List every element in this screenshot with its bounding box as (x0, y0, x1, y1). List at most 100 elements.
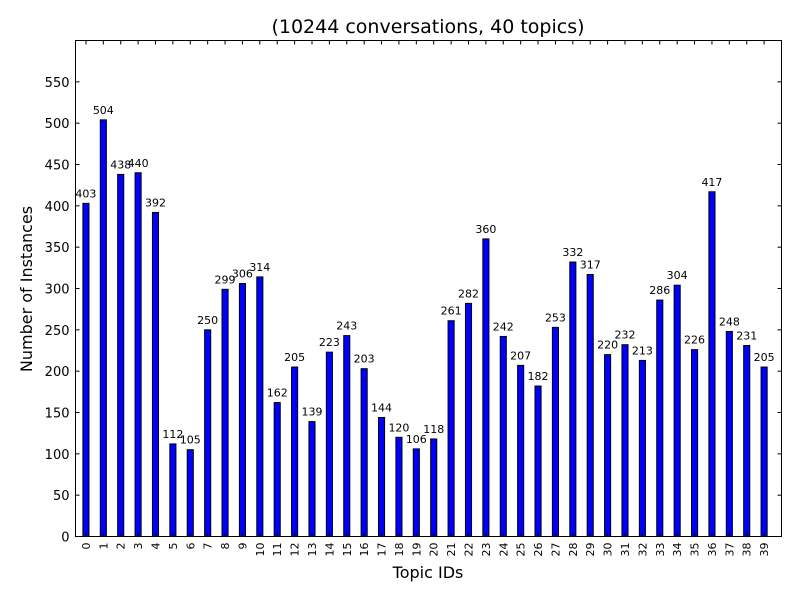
bar-8 (221, 288, 229, 537)
data-label-39: 205 (754, 351, 775, 364)
x-tick-label-5: 5 (167, 543, 180, 550)
bar-38 (743, 345, 751, 538)
x-axis-label: Topic IDs (392, 563, 464, 582)
x-tick-label-34: 34 (671, 543, 684, 557)
x-tick-label-35: 35 (689, 543, 702, 557)
data-label-31: 232 (614, 329, 635, 342)
bar-20 (430, 438, 438, 538)
bar-22 (464, 302, 473, 537)
bar-12 (291, 366, 299, 537)
data-label-34: 304 (667, 269, 688, 282)
bar-7 (204, 329, 212, 538)
x-tick-label-38: 38 (741, 543, 754, 557)
bar-1 (99, 119, 107, 538)
plot-frame (75, 40, 782, 537)
bar-37 (725, 330, 733, 537)
bar-33 (656, 299, 664, 537)
data-label-35: 226 (684, 334, 705, 347)
bar-2 (117, 173, 125, 537)
bar-27 (551, 326, 559, 537)
bar-39 (760, 366, 768, 537)
x-tick-label-3: 3 (132, 543, 145, 550)
data-label-0: 403 (75, 187, 96, 200)
x-tick-label-17: 17 (376, 543, 389, 557)
data-label-19: 106 (406, 433, 427, 446)
bar-4 (151, 211, 160, 538)
bar-9 (238, 283, 246, 538)
x-tick-label-13: 13 (306, 543, 319, 557)
y-tick-label-450: 450 (45, 159, 70, 174)
x-tick-label-24: 24 (497, 543, 510, 557)
bar-17 (378, 416, 386, 537)
x-tick-label-30: 30 (602, 543, 615, 557)
bar-10 (256, 276, 264, 537)
x-tick-label-28: 28 (567, 543, 580, 557)
y-tick-label-500: 500 (45, 117, 70, 132)
x-tick-label-29: 29 (584, 543, 597, 557)
data-label-10: 314 (249, 261, 270, 274)
bar-0 (82, 202, 90, 537)
bar-16 (360, 368, 368, 538)
x-tick-label-14: 14 (323, 543, 336, 557)
bar-19 (412, 448, 420, 537)
data-label-23: 360 (475, 223, 496, 236)
data-label-28: 332 (562, 246, 583, 259)
y-tick-label-50: 50 (53, 489, 70, 504)
x-tick-label-37: 37 (723, 543, 736, 557)
x-tick-label-32: 32 (636, 543, 649, 557)
data-label-38: 231 (736, 330, 757, 343)
y-tick-label-550: 550 (45, 76, 70, 91)
x-tick-label-25: 25 (515, 543, 528, 557)
data-label-29: 317 (580, 258, 601, 271)
data-label-25: 207 (510, 349, 531, 362)
bar-13 (308, 421, 316, 537)
y-tick-label-150: 150 (45, 407, 70, 422)
data-label-1: 504 (93, 104, 114, 117)
bar-28 (569, 261, 577, 537)
x-tick-label-18: 18 (393, 543, 406, 557)
bar-26 (534, 385, 542, 537)
bar-30 (604, 354, 612, 537)
x-tick-label-8: 8 (219, 543, 232, 550)
x-tick-label-23: 23 (480, 543, 493, 557)
y-tick-label-350: 350 (45, 241, 70, 256)
x-tick-label-16: 16 (358, 543, 371, 557)
bar-18 (395, 436, 403, 537)
x-tick-label-7: 7 (202, 543, 215, 550)
data-label-11: 162 (267, 387, 288, 400)
data-label-36: 417 (701, 176, 722, 189)
x-tick-label-39: 39 (758, 543, 771, 557)
chart-title: (10244 conversations, 40 topics) (271, 16, 584, 38)
x-tick-label-33: 33 (654, 543, 667, 557)
bar-29 (586, 273, 594, 537)
x-tick-label-10: 10 (254, 543, 267, 557)
data-label-24: 242 (493, 320, 514, 333)
bar-11 (273, 402, 281, 537)
x-tick-label-22: 22 (462, 543, 475, 557)
ticks-group: 0 1 2 3 4 5 6 7 8 9 10 11 12 13 14 15 16 17 18 19 20 21 22 23 24… (45, 40, 782, 557)
x-tick-label-26: 26 (532, 543, 545, 557)
y-tick-label-250: 250 (45, 324, 70, 339)
bar-32 (638, 359, 646, 538)
x-tick-label-2: 2 (115, 543, 128, 550)
x-tick-label-6: 6 (184, 543, 197, 550)
data-label-30: 220 (597, 339, 618, 352)
data-label-37: 248 (719, 315, 740, 328)
data-label-22: 282 (458, 287, 479, 300)
x-tick-label-27: 27 (549, 543, 562, 557)
data-label-26: 182 (528, 370, 549, 383)
data-label-3: 440 (128, 157, 149, 170)
bar-14 (325, 351, 333, 537)
data-label-20: 118 (423, 423, 444, 436)
x-tick-label-9: 9 (236, 543, 249, 550)
bar-6 (186, 449, 194, 538)
data-label-4: 392 (145, 196, 166, 209)
bar-34 (673, 284, 681, 537)
y-tick-label-300: 300 (45, 283, 70, 298)
data-label-16: 203 (354, 353, 375, 366)
x-tick-label-1: 1 (97, 543, 110, 550)
data-label-14: 223 (319, 336, 340, 349)
bar-3 (134, 172, 142, 537)
bar-25 (517, 364, 525, 537)
